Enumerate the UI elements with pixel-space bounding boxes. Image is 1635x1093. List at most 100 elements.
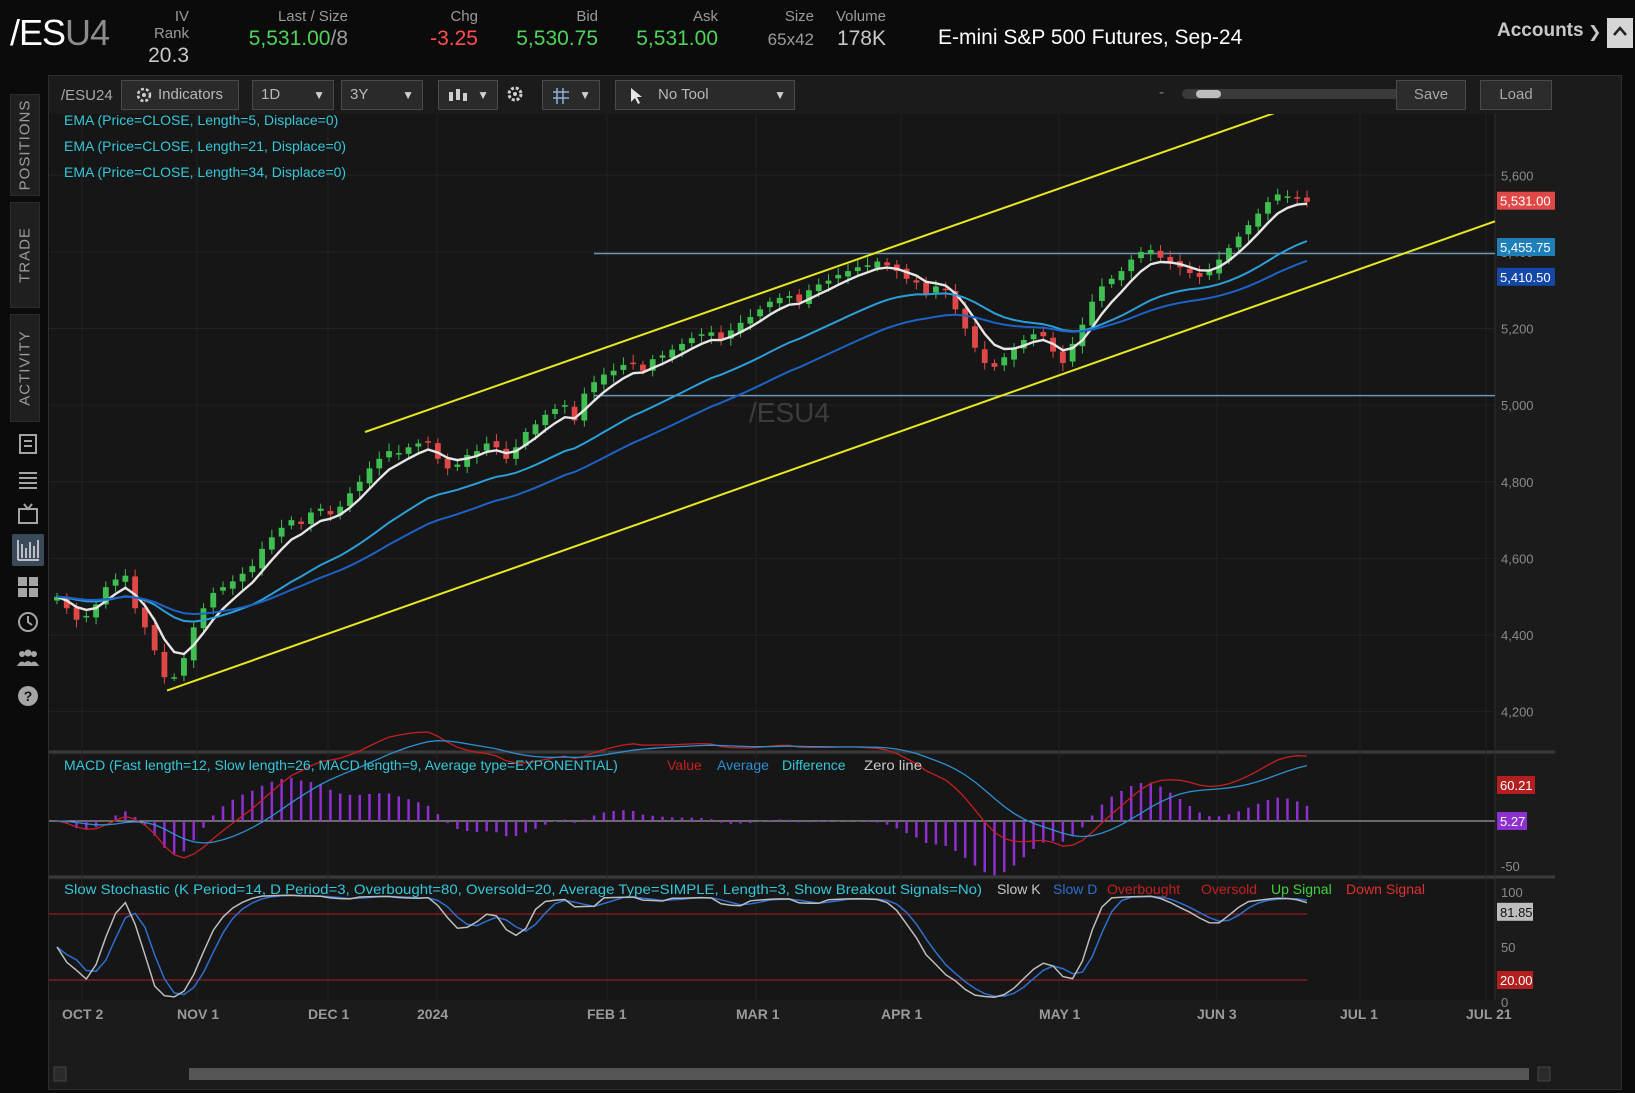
candle-body [591, 382, 598, 393]
history-icon[interactable] [16, 610, 40, 634]
tab-trade[interactable]: TRADE [10, 202, 40, 308]
tab-positions[interactable]: POSITIONS [10, 94, 40, 196]
stoch-legend-k: Slow K [997, 881, 1041, 897]
candle-body [1099, 286, 1105, 301]
candle-body [337, 506, 344, 516]
time-tick-label: JUL 1 [1340, 1006, 1378, 1022]
candle-body [688, 338, 695, 344]
candle-body [825, 280, 832, 284]
macd-tick-label: -50 [1501, 859, 1520, 874]
macd-legend-average: Average [717, 757, 769, 773]
scroll-right-button[interactable] [1537, 1066, 1551, 1082]
candle-body [1206, 271, 1213, 276]
price-tick-label: 4,400 [1501, 628, 1534, 643]
candle-body [112, 579, 119, 586]
candle-body [903, 268, 910, 279]
candle-body [356, 481, 363, 492]
candle-body [766, 301, 773, 308]
drawing-style-select[interactable]: ▼ [542, 80, 600, 110]
scroll-left-button[interactable] [53, 1066, 67, 1082]
macd-study-label[interactable]: MACD (Fast length=12, Slow length=26, MA… [64, 757, 618, 773]
candle-body [649, 359, 656, 371]
price-tick-label: 4,200 [1501, 705, 1534, 720]
list-icon[interactable] [16, 468, 40, 492]
accounts-button[interactable]: Accounts [1497, 20, 1584, 41]
ema-lines [56, 202, 1308, 656]
candle-body [259, 548, 265, 569]
ema34-study-label[interactable]: EMA (Price=CLOSE, Length=34, Displace=0) [64, 164, 346, 180]
macd-legend-zero: Zero line [864, 757, 922, 773]
price-chart[interactable]: 4,2004,4004,6004,8005,0005,2005,4005,600… [49, 114, 1623, 1090]
tool-value: No Tool [658, 86, 709, 103]
scrollbar-thumb[interactable] [189, 1068, 1529, 1080]
chart-style-select[interactable]: ▼ [438, 80, 498, 110]
candle-body [405, 447, 412, 454]
instrument-description: E-mini S&P 500 Futures, Sep-24 [938, 26, 1243, 49]
zoom-out-button[interactable]: - [1159, 84, 1164, 101]
tab-activity[interactable]: ACTIVITY [10, 314, 40, 422]
chart-symbol[interactable]: /ESU24 [61, 87, 113, 104]
settings-gear-icon[interactable] [505, 84, 525, 104]
grid-icon[interactable] [16, 575, 40, 599]
help-icon[interactable]: ? [16, 684, 40, 708]
chg-value: -3.25 [430, 27, 478, 50]
indicators-button[interactable]: Indicators [121, 80, 239, 110]
ema21-study-label[interactable]: EMA (Price=CLOSE, Length=21, Displace=0) [64, 138, 346, 154]
macd-value-tag: 60.21 [1500, 778, 1533, 793]
macd-pane [49, 755, 1495, 875]
document-icon[interactable] [16, 432, 40, 456]
time-tick-label: APR 1 [881, 1006, 922, 1022]
macd-diff-tag-bg [1497, 812, 1527, 830]
candle-body [1304, 197, 1310, 202]
community-icon[interactable] [16, 646, 40, 670]
stoch-study: 0 50 100 81.85 20.00 [49, 885, 1533, 1010]
candle-body [806, 290, 812, 305]
candle-body [1020, 340, 1027, 349]
candle-body [171, 677, 178, 679]
macd-diff-tag: 5.27 [1500, 814, 1525, 829]
macd-study: -50 60.21 5.27 [49, 731, 1535, 876]
candle-body [1118, 271, 1125, 281]
candle-body [932, 286, 939, 293]
range-select[interactable]: 3Y ▼ [341, 80, 423, 110]
chevron-down-icon: ▼ [402, 88, 414, 102]
accounts-chevron-icon[interactable]: ❯ [1588, 24, 1602, 41]
zoom-slider-thumb[interactable] [1196, 90, 1221, 98]
ema21-line [56, 240, 1308, 623]
candle-body [1157, 250, 1164, 258]
candle-body [327, 510, 334, 515]
chart-icon[interactable] [12, 534, 44, 566]
ema34-price-tag: 5,410.50 [1500, 270, 1551, 285]
collapse-button[interactable] [1607, 18, 1633, 48]
chevron-down-icon: ▼ [579, 88, 591, 102]
tv-icon[interactable] [16, 502, 40, 526]
stoch-tick-label: 0 [1501, 995, 1508, 1010]
drawing-tool-select[interactable]: No Tool ▼ [615, 80, 795, 110]
stoch-k-tag-bg [1497, 902, 1533, 921]
stoch-k-line [56, 894, 1308, 998]
symbol-title[interactable]: /ESU4 [10, 12, 110, 54]
price-tick-label: 4,600 [1501, 551, 1534, 566]
gear-flask-icon [136, 87, 152, 103]
candle-body [73, 607, 80, 620]
candle-body [317, 508, 324, 511]
candle-body [864, 265, 871, 267]
candle-body [513, 447, 519, 459]
candle-body [1186, 268, 1193, 273]
candle-body [434, 443, 441, 459]
load-button[interactable]: Load [1480, 80, 1552, 110]
chevron-down-icon: ▼ [313, 88, 325, 102]
candle-body [200, 608, 207, 629]
stoch-study-label[interactable]: Slow Stochastic (K Period=14, D Period=3… [64, 881, 982, 897]
candle-body [835, 274, 842, 279]
zoom-slider[interactable] [1182, 89, 1402, 99]
ema5-study-label[interactable]: EMA (Price=CLOSE, Length=5, Displace=0) [64, 114, 338, 128]
candle-body [141, 607, 148, 628]
time-tick-label: MAY 1 [1039, 1006, 1080, 1022]
candle-body [776, 297, 783, 304]
candle-body [659, 355, 666, 358]
save-button[interactable]: Save [1396, 80, 1466, 110]
stoch-oversold-tag: 20.00 [1500, 973, 1533, 988]
interval-select[interactable]: 1D ▼ [252, 80, 334, 110]
chg-field: Chg -3.25 [420, 8, 478, 51]
